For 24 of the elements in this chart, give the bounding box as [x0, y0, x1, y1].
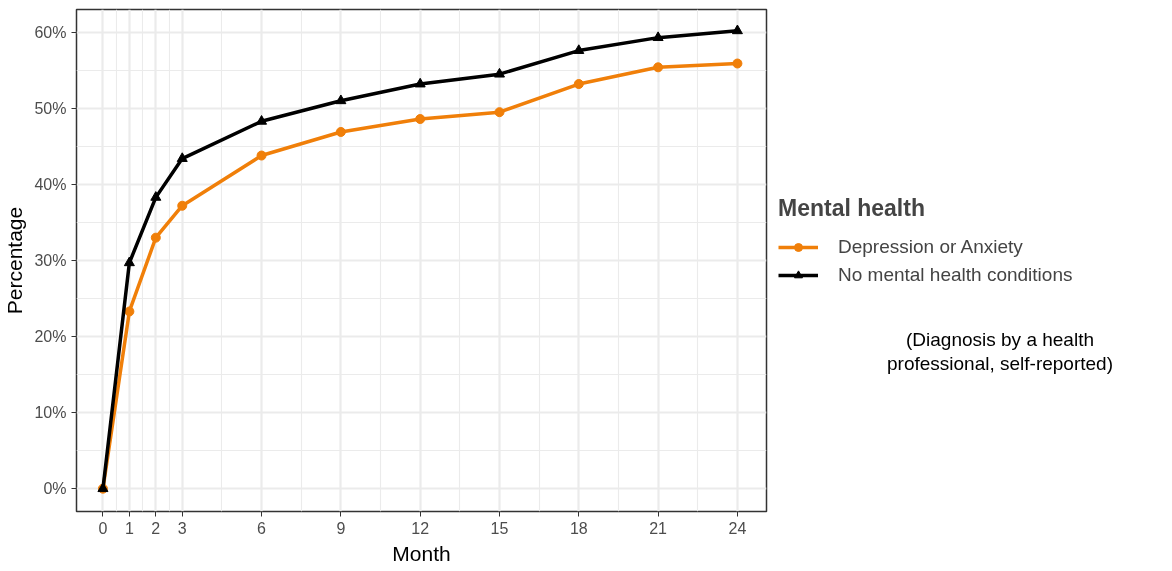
y-tick-label: 50% [34, 99, 67, 117]
x-tick-label: 6 [257, 519, 267, 537]
x-tick-label: 9 [336, 519, 346, 537]
y-tick-label: 20% [34, 328, 67, 346]
y-tick-label: 0% [43, 480, 67, 498]
x-tick-label: 2 [151, 519, 161, 537]
x-tick-label: 15 [490, 519, 509, 537]
legend-label: Depression or Anxiety [838, 236, 1023, 258]
y-tick-label: 60% [34, 23, 67, 41]
x-tick-label: 21 [649, 519, 668, 537]
x-tick-label: 1 [124, 519, 134, 537]
legend-title: Mental health [778, 195, 926, 222]
legend-label: No mental health conditions [838, 264, 1073, 286]
y-axis-title: Percentage [3, 206, 27, 315]
x-tick-label: 3 [177, 519, 187, 537]
x-tick-label: 18 [569, 519, 588, 537]
x-tick-label: 24 [728, 519, 747, 537]
y-tick-label: 30% [34, 252, 67, 269]
x-tick-label: 12 [411, 519, 430, 537]
y-tick-label: 10% [34, 404, 67, 422]
y-tick-label: 40% [34, 175, 67, 193]
x-axis-title: Month [392, 541, 451, 565]
x-tick-label: 0 [98, 519, 108, 537]
text: (Diagnosis by a health professional, self-reported) [886, 328, 1114, 376]
